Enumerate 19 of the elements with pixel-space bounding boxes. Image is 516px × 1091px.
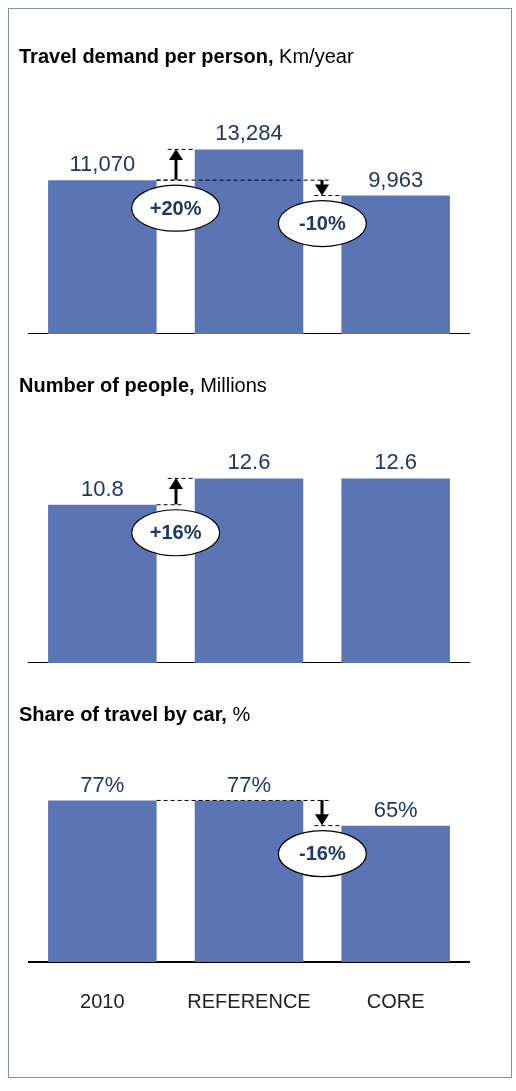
annotation: +16%: [149, 521, 202, 544]
data-label: 9,963: [368, 166, 424, 192]
chart-title: Share of travel by car, %: [19, 703, 251, 725]
chart-title: Number of people, Millions: [19, 374, 267, 396]
chart-title: Travel demand per person, Km/year: [19, 45, 354, 67]
annotation: -10%: [298, 212, 346, 235]
data-label: 13,284: [215, 120, 283, 146]
x-tick-label: 2010: [80, 989, 125, 1012]
x-tick-label: CORE: [366, 989, 425, 1012]
annotation: +20%: [149, 196, 202, 219]
data-label: 65%: [373, 796, 418, 822]
data-label: 12.6: [227, 449, 271, 475]
data-label: 10.8: [80, 475, 124, 501]
x-tick-label: REFERENCE: [187, 989, 311, 1012]
annotation: -16%: [298, 842, 346, 865]
data-label: 11,070: [69, 151, 136, 177]
data-label: 12.6: [374, 449, 418, 475]
data-label: 77%: [80, 771, 125, 797]
data-label: 77%: [226, 771, 272, 797]
